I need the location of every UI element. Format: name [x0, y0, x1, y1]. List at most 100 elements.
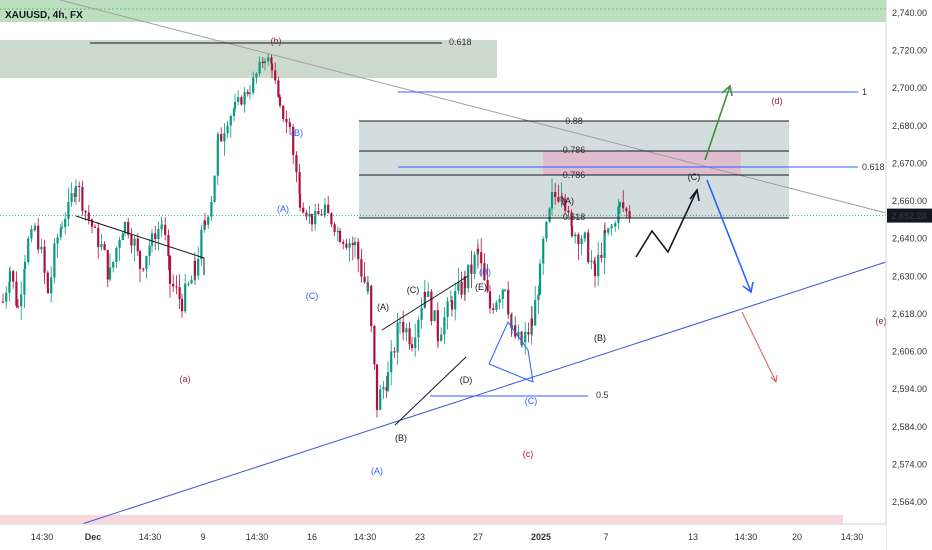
y-tick-label: 2,618.00: [892, 309, 927, 319]
candle-body: [263, 61, 267, 64]
price-axis[interactable]: [886, 0, 932, 550]
candle: [210, 195, 213, 221]
candle-body: [145, 256, 148, 269]
candle: [557, 184, 560, 203]
candle-body: [333, 224, 336, 232]
candle: [398, 316, 402, 334]
candle-body: [473, 254, 476, 274]
reversal-zone: [543, 151, 741, 175]
candle: [393, 347, 396, 358]
x-tick-label: 9: [200, 532, 205, 542]
candle-body: [78, 186, 81, 188]
candle-body: [373, 325, 376, 365]
candle: [488, 285, 492, 314]
candle: [274, 62, 277, 85]
candle-body: [537, 294, 540, 301]
candle-body: [267, 57, 270, 62]
candle-body: [20, 294, 23, 307]
candle: [593, 256, 597, 288]
candle: [467, 264, 470, 293]
price-badge: [887, 208, 932, 223]
candle: [427, 282, 430, 297]
channel-upper-line: [381, 275, 469, 331]
candle-body: [237, 97, 240, 102]
wave-b-zone: [0, 40, 497, 78]
candle-body: [396, 322, 399, 353]
candle: [450, 295, 454, 317]
candle: [1, 293, 5, 304]
candle-body: [103, 244, 106, 251]
candle-body: [405, 328, 408, 333]
candle: [213, 175, 216, 203]
candle-body: [398, 322, 402, 324]
fib-level-label: 0.786: [563, 145, 586, 155]
candle: [154, 225, 157, 251]
candle: [330, 212, 333, 228]
candle: [12, 269, 15, 289]
candle: [261, 56, 264, 68]
y-tick-label: 2,680.00: [892, 121, 927, 131]
candle: [232, 106, 236, 122]
candle-body: [274, 70, 277, 81]
candle-body: [501, 289, 504, 299]
candle: [285, 110, 288, 133]
candle-body: [203, 220, 207, 225]
candle-body: [351, 243, 354, 246]
candle: [27, 236, 30, 265]
candle: [237, 90, 240, 106]
candle-body: [142, 268, 145, 270]
candle-body: [180, 298, 184, 312]
candle-body: [320, 214, 323, 216]
time-axis[interactable]: [0, 524, 886, 550]
candle: [220, 127, 223, 142]
candle-body: [121, 233, 124, 241]
candle-body: [353, 241, 357, 246]
candle: [127, 217, 130, 239]
candle: [56, 233, 59, 258]
fib-level-label: 0.618: [449, 37, 472, 47]
candle-body: [390, 351, 393, 373]
candle-body: [64, 218, 67, 228]
candle: [295, 151, 298, 183]
x-tick-label: 14:30: [735, 532, 758, 542]
candle: [123, 221, 127, 237]
wave-label: (A): [377, 302, 389, 312]
candle: [548, 207, 551, 223]
candle-body: [607, 228, 610, 233]
candle: [527, 322, 530, 343]
candle: [15, 271, 18, 309]
candle: [370, 284, 373, 333]
candle: [607, 227, 610, 236]
candle: [320, 209, 323, 216]
wave-e-wedge: [488, 321, 534, 383]
candle: [423, 291, 427, 308]
candle-body: [454, 291, 457, 310]
candle: [223, 123, 226, 156]
candle: [560, 192, 564, 206]
candle-body: [240, 97, 243, 105]
x-tick-label: 20: [792, 532, 802, 542]
candle-body: [488, 291, 492, 309]
y-tick-label: 2,606.00: [892, 347, 927, 357]
candle-body: [168, 255, 172, 284]
candle: [503, 288, 507, 293]
candle-body: [118, 240, 121, 248]
candle: [363, 262, 366, 284]
candle: [5, 286, 8, 309]
candle-body: [580, 238, 583, 245]
candle-body: [232, 108, 236, 117]
candle-body: [564, 199, 567, 211]
candle-body: [53, 243, 56, 278]
candle-body: [593, 263, 597, 277]
candle: [178, 274, 181, 310]
candle: [554, 182, 557, 205]
candle-body: [492, 308, 495, 311]
candle: [430, 288, 433, 326]
candle-body: [498, 298, 501, 303]
candle: [233, 93, 237, 113]
candle: [486, 264, 489, 293]
candle: [617, 199, 620, 230]
candle: [614, 220, 617, 232]
candle: [327, 196, 330, 214]
